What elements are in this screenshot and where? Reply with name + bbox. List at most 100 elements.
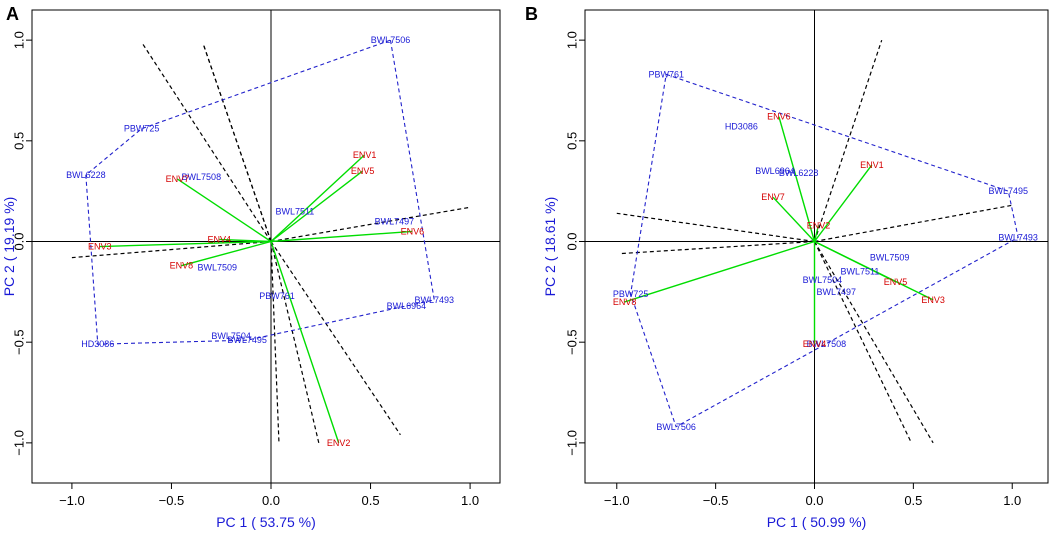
sector-line <box>202 43 272 242</box>
sector-line <box>270 241 401 436</box>
genotype-label: BWL7497 <box>816 287 856 297</box>
environment-vector <box>270 170 364 243</box>
y-tick-label: 0.0 <box>11 232 26 250</box>
genotype-label: BWL7511 <box>275 206 314 216</box>
environment-vector <box>270 241 340 444</box>
genotype-label: HD3086 <box>81 339 114 349</box>
x-tick-label: 0.0 <box>805 493 823 508</box>
x-tick-label: −1.0 <box>604 493 630 508</box>
environment-label: ENV3 <box>921 295 945 305</box>
panel-label: A <box>6 4 19 24</box>
genotype-label: PBW725 <box>613 289 649 299</box>
environment-label: ENV7 <box>761 192 785 202</box>
environment-vector <box>99 240 272 248</box>
environment-label: ENV1 <box>353 150 377 160</box>
genotype-label: BWL7504 <box>803 275 843 285</box>
y-axis-label: PC 2 ( 18.61 %) <box>542 197 558 297</box>
genotype-label: PBW761 <box>259 291 295 301</box>
genotype-label: BWL7508 <box>807 339 847 349</box>
biplot-panel-b: B PC 1 ( 50.99 %) PC 2 ( 18.61 %) −1.0 −0… <box>525 4 1049 530</box>
genotype-label: BWL7509 <box>197 263 237 273</box>
sector-line <box>616 212 815 243</box>
environment-vector <box>772 196 816 242</box>
environment-label: ENV2 <box>807 220 831 230</box>
environment-label: ENV6 <box>767 112 791 122</box>
environment-vector <box>778 116 816 242</box>
sector-line <box>620 240 815 255</box>
genotype-label: BWL7495 <box>989 186 1029 196</box>
environment-vector <box>177 178 272 243</box>
plot-frame <box>31 9 501 484</box>
genotype-label: HD3086 <box>725 122 758 132</box>
genotype-label: BWL6964 <box>755 166 795 176</box>
sector-line <box>270 206 471 243</box>
environment-vector <box>624 240 815 303</box>
x-tick-label: −1.0 <box>59 493 85 508</box>
environment-label: ENV1 <box>860 160 884 170</box>
y-tick-label: 0.0 <box>564 232 579 250</box>
sector-line <box>141 41 272 242</box>
x-axis-label: PC 1 ( 53.75 %) <box>216 514 316 530</box>
plot-frame <box>584 9 1049 484</box>
y-tick-label: 1.0 <box>11 31 26 49</box>
y-tick-label: −1.0 <box>564 430 579 456</box>
convex-hull-polygon <box>85 39 435 345</box>
environment-label: ENV3 <box>88 242 112 252</box>
genotype-label: BWL6228 <box>779 168 819 178</box>
environment-vector <box>219 238 272 243</box>
environment-label: ENV7 <box>166 174 190 184</box>
sector-line <box>814 204 1013 243</box>
y-tick-label: 1.0 <box>564 31 579 49</box>
genotype-label: PBW761 <box>648 69 684 79</box>
genotype-label: BWL7495 <box>227 335 267 345</box>
environment-label: ENV4 <box>207 234 231 244</box>
y-tick-label: 0.5 <box>564 132 579 150</box>
environment-label: ENV8 <box>613 297 637 307</box>
environment-label: ENV6 <box>401 226 425 236</box>
y-tick-label: −0.5 <box>564 329 579 355</box>
sector-line <box>71 240 272 259</box>
y-tick-label: 0.5 <box>11 132 26 150</box>
y-tick-label: −1.0 <box>11 430 26 456</box>
sector-line <box>270 241 280 443</box>
x-tick-label: −0.5 <box>703 493 729 508</box>
x-tick-label: 1.0 <box>461 493 479 508</box>
genotype-label: BWL7506 <box>656 422 696 432</box>
genotype-label: BWL7508 <box>182 172 222 182</box>
sector-line <box>813 241 934 444</box>
x-tick-label: 0.5 <box>904 493 922 508</box>
environment-vector <box>814 240 934 301</box>
x-tick-label: 1.0 <box>1003 493 1021 508</box>
sector-line <box>813 39 883 242</box>
genotype-label: BWL7509 <box>870 253 910 263</box>
genotype-label: BWL7511 <box>841 267 880 277</box>
x-tick-label: 0.5 <box>362 493 380 508</box>
y-axis-label: PC 2 ( 19.19 %) <box>1 197 17 297</box>
environment-vector <box>270 230 413 243</box>
genotype-label: BWL7506 <box>371 35 411 45</box>
biplot-panel-a: A PC 1 ( 53.75 %) PC 2 ( 19.19 %) −1.0 −0… <box>1 4 501 530</box>
environment-label: ENV8 <box>170 261 194 271</box>
genotype-label: BWL7504 <box>211 331 251 341</box>
sector-line <box>813 241 912 444</box>
genotype-label: BWL7493 <box>414 295 454 305</box>
x-tick-label: −0.5 <box>159 493 185 508</box>
convex-hull-polygon <box>630 73 1019 428</box>
environment-vector <box>181 240 272 267</box>
x-tick-label: 0.0 <box>262 493 280 508</box>
environment-label: ENV2 <box>327 438 351 448</box>
environment-vector <box>813 164 873 242</box>
environment-label: ENV5 <box>351 166 375 176</box>
panel-label: B <box>525 4 538 24</box>
environment-vector <box>270 154 366 243</box>
environment-label: ENV5 <box>884 277 908 287</box>
genotype-label: PBW725 <box>124 124 160 134</box>
genotype-label: BWL6228 <box>66 170 106 180</box>
genotype-label: BWL6964 <box>387 301 427 311</box>
y-tick-label: −0.5 <box>11 329 26 355</box>
genotype-label: BWL7493 <box>998 232 1038 242</box>
environment-label: ENV4 <box>803 339 827 349</box>
x-axis-label: PC 1 ( 50.99 %) <box>767 514 867 530</box>
environment-vector <box>813 225 820 242</box>
